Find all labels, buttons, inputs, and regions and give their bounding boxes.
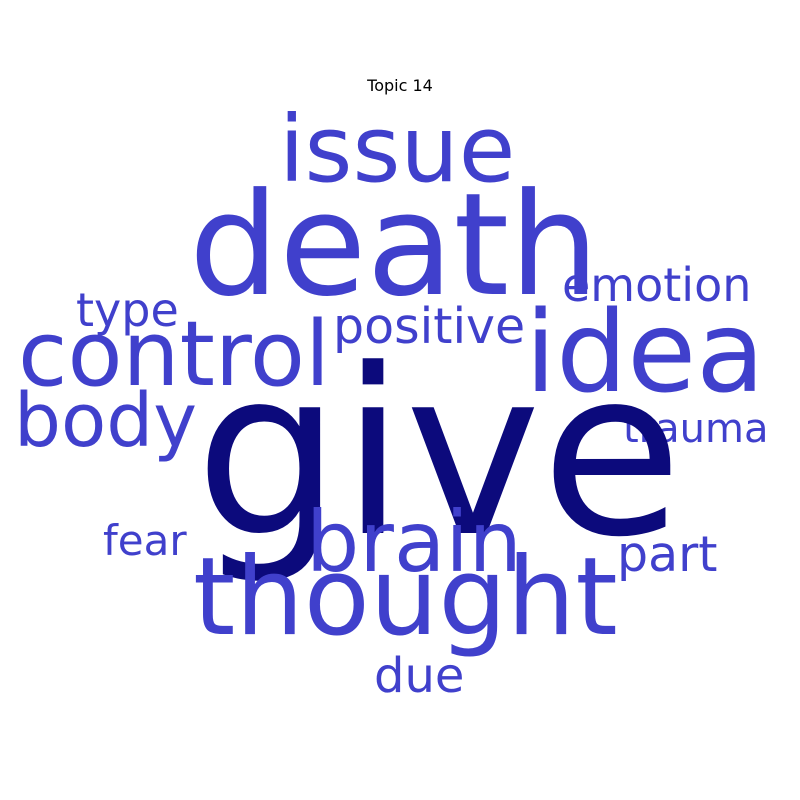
word-brain: brain: [306, 493, 522, 591]
word-death: death: [189, 163, 600, 328]
chart-title: Topic 14: [367, 76, 433, 95]
word-type: type: [76, 283, 179, 337]
word-idea: idea: [525, 288, 765, 418]
word-emotion: emotion: [562, 258, 752, 312]
word-positive: positive: [333, 298, 526, 355]
word-due: due: [374, 648, 465, 704]
word-control: control: [18, 302, 330, 407]
word-issue: issue: [279, 96, 516, 203]
word-thought: thought: [193, 535, 618, 660]
word-give: give: [195, 321, 683, 588]
word-trauma: trauma: [623, 406, 769, 452]
word-part: part: [617, 526, 718, 583]
word-body: body: [14, 378, 198, 464]
word-fear: fear: [103, 516, 187, 565]
